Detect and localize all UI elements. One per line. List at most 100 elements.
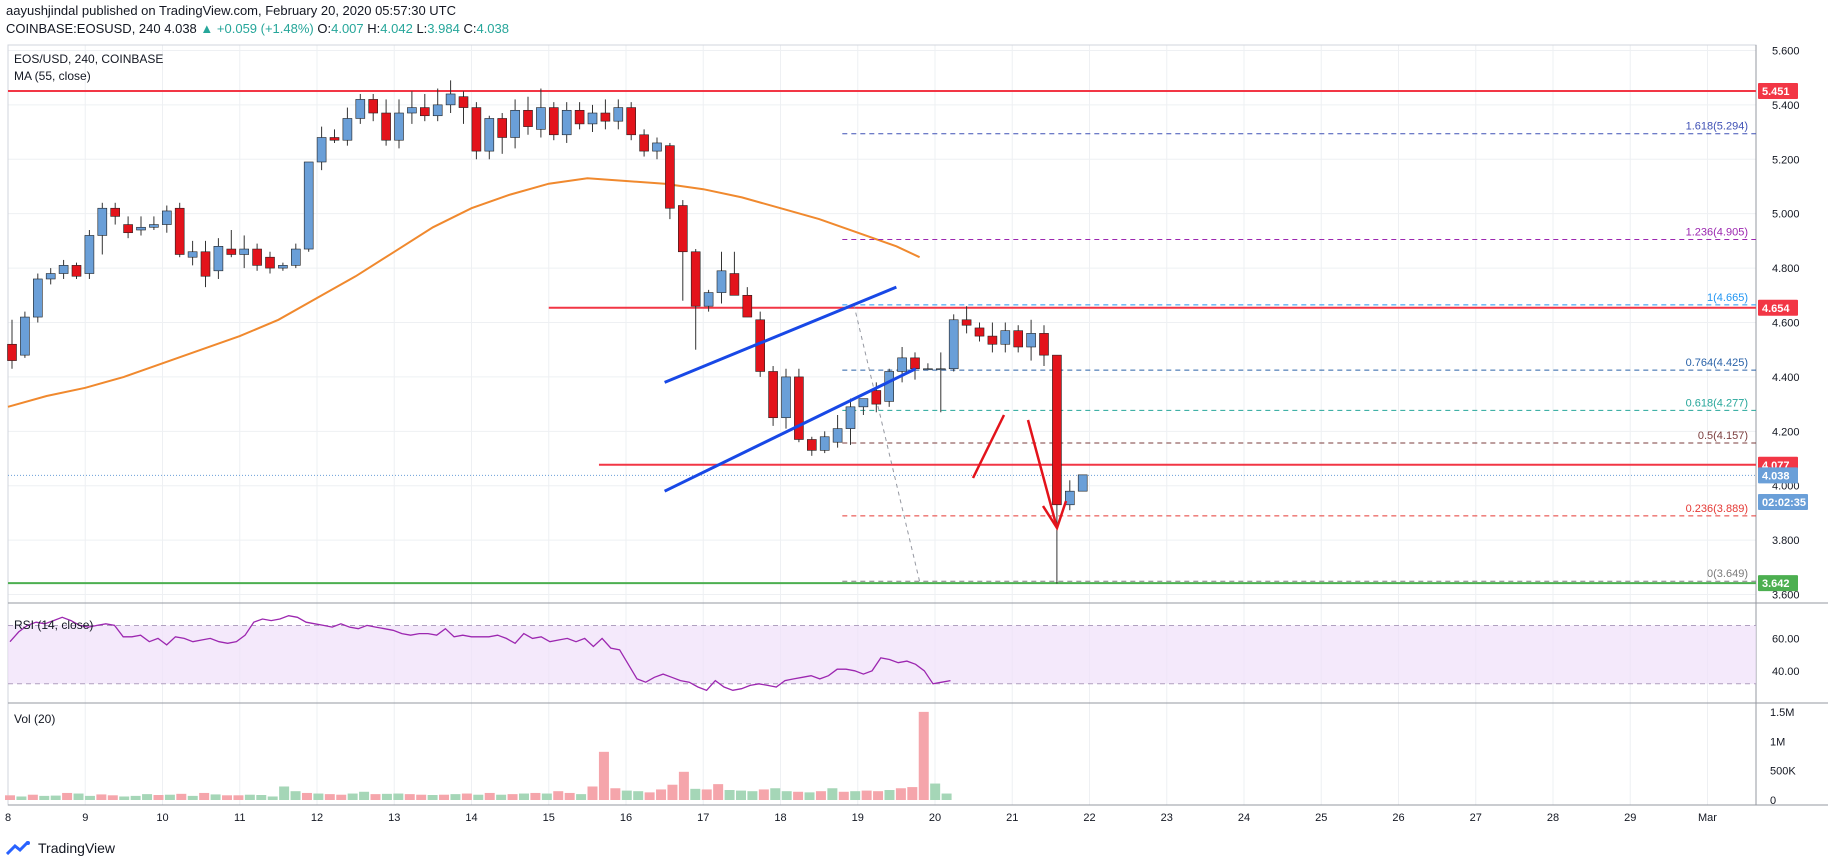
candle-body <box>265 256 275 269</box>
candle-bear <box>677 200 688 301</box>
volume-bar-down <box>564 792 575 800</box>
candle-body <box>768 371 778 419</box>
time-tick-label: 27 <box>1470 812 1482 824</box>
candle-bull <box>32 273 43 323</box>
volume-bar-up <box>450 794 461 800</box>
candle-body <box>536 107 546 130</box>
candle-bull <box>213 238 224 279</box>
candle-bear <box>600 99 611 130</box>
candle-bull <box>290 243 301 269</box>
price-tick-label: 4.800 <box>1772 263 1800 275</box>
candle-bear <box>1052 354 1062 584</box>
price-tag-bg <box>1758 494 1808 511</box>
candle-body <box>613 107 624 122</box>
chart-header: aayushjindal published on TradingView.co… <box>6 2 509 38</box>
candle-bull <box>587 104 598 133</box>
volume-bar-down <box>439 794 450 800</box>
candle-body <box>677 205 688 253</box>
time-tick-label: Mar <box>1698 812 1717 824</box>
candle-bear <box>1013 325 1024 353</box>
candle-bull <box>716 251 727 304</box>
candle-bull <box>149 216 159 230</box>
volume-bar-up <box>313 793 324 800</box>
volume-bar-up <box>735 790 746 800</box>
channel-line <box>663 367 917 493</box>
fib-level-label: 1.618(5.294) <box>1686 121 1748 133</box>
candle-bear <box>1039 325 1049 367</box>
price-tag-label: 4.654 <box>1762 303 1790 315</box>
candle-body <box>716 270 727 293</box>
volume-bar-down <box>598 751 609 800</box>
volume-bar-up <box>884 790 895 800</box>
candle-bear <box>768 366 778 426</box>
candle-body <box>948 319 959 370</box>
candle-bear <box>368 93 379 122</box>
candle-bear <box>987 322 998 353</box>
volume-bar-up <box>267 796 278 800</box>
volume-tick-label: 0 <box>1770 795 1776 807</box>
author-name[interactable]: aayushjindal <box>6 3 79 18</box>
candle-body <box>432 104 443 117</box>
time-tick-label: 21 <box>1006 812 1018 824</box>
time-tick-label: 29 <box>1624 812 1636 824</box>
volume-bar-down <box>484 792 495 800</box>
price-tag-support: 3.642 <box>1758 575 1798 592</box>
volume-bar-down <box>507 794 518 800</box>
time-tick-label: 24 <box>1238 812 1250 824</box>
volume-bar-up <box>804 792 815 800</box>
candle-body <box>123 224 133 234</box>
candle-body <box>819 436 830 451</box>
fib-level-label: 0.764(4.425) <box>1686 357 1748 369</box>
price-tag-resistance: 5.451 <box>1758 82 1798 99</box>
volume-bar-down <box>918 711 929 800</box>
candle-body <box>845 406 856 429</box>
candle-body <box>806 439 817 451</box>
volume-bar-up <box>164 794 175 800</box>
volume-bar-up <box>279 786 290 800</box>
grid-group <box>7 45 1756 805</box>
candle-bull <box>845 398 856 445</box>
price-tick-label: 5.600 <box>1772 45 1800 57</box>
volume-tick-label: 500K <box>1770 766 1796 778</box>
candle-body <box>510 109 520 138</box>
price-tag-countdown: 02:02:35 <box>1758 494 1808 511</box>
candle-body <box>239 248 249 255</box>
candle-bear <box>7 319 17 369</box>
candle-bear <box>690 249 701 350</box>
volume-bar-down <box>416 794 427 800</box>
candle-bull <box>1077 474 1088 492</box>
time-tick-label: 28 <box>1547 812 1559 824</box>
volume-bar-down <box>644 792 655 800</box>
volume-bar-up <box>256 795 267 800</box>
candle-body <box>484 118 495 152</box>
volume-bar-down <box>222 795 233 800</box>
candle-body <box>523 109 533 127</box>
volume-bar-down <box>62 792 73 800</box>
candle-body <box>45 273 56 280</box>
candle-bull <box>923 363 933 371</box>
candle-bull <box>1065 480 1075 511</box>
volume-bar-down <box>5 795 15 800</box>
candle-body <box>923 368 933 371</box>
volume-bar-up <box>496 794 507 800</box>
volume-bar-up <box>142 794 153 800</box>
candle-bear <box>794 368 804 443</box>
candle-body <box>381 112 391 141</box>
symbol-label: COINBASE:EOSUSD, 240 <box>6 21 161 36</box>
rsi-tick-label: 60.00 <box>1772 633 1800 645</box>
volume-bar-down <box>370 794 381 800</box>
candle-body <box>458 96 469 108</box>
open-value: 4.007 <box>331 21 364 36</box>
candle-body <box>58 265 69 274</box>
last-price: 4.038 <box>164 21 197 36</box>
candle-bull <box>832 415 843 448</box>
candle-body <box>471 107 482 152</box>
time-tick-label: 20 <box>929 812 941 824</box>
volume-bar-up <box>347 793 358 800</box>
volume-bar-down <box>587 786 598 800</box>
time-tick-label: 26 <box>1392 812 1404 824</box>
candle-body <box>162 210 172 225</box>
tradingview-logo[interactable]: TradingView <box>6 840 115 856</box>
candle-bull <box>652 137 662 160</box>
